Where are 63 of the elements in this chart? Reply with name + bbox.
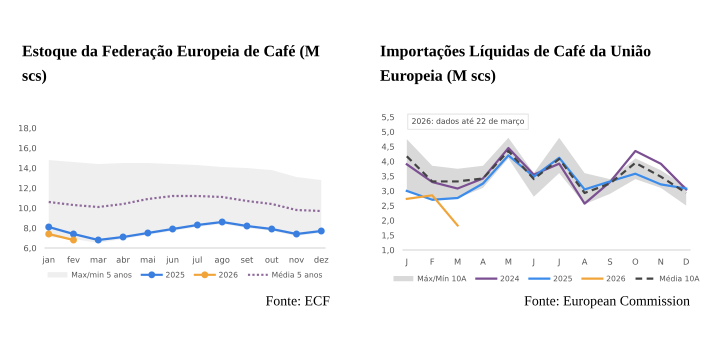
point (94, 236, 102, 244)
point (194, 222, 201, 228)
x-tick-label: jun (166, 256, 178, 264)
y-tick-label: 4,5 (382, 144, 394, 151)
y-tick-label: 12,0 (19, 184, 36, 192)
x-tick-label: set (241, 256, 254, 263)
point (243, 222, 250, 230)
x-tick-label: jul (192, 256, 202, 264)
chart-title: Importações Líquidas de Café da União Europeia (M scs) (380, 45, 650, 84)
x-tick-label: out (265, 256, 278, 263)
x-tick-label: dez (314, 256, 328, 263)
y-tick-label: 18,0 (19, 124, 36, 132)
line-series (406, 146, 688, 205)
y-tick-label: 4,0 (382, 158, 394, 166)
y-tick-label: 1,5 (382, 232, 394, 240)
chart-title: Estoque da Federação Europeia de Café (M scs) (22, 45, 320, 84)
point (218, 218, 226, 226)
y-tick-label: 10,0 (19, 204, 36, 212)
y-tick-label: 2,5 (382, 202, 394, 210)
x-tick-label: N (658, 258, 664, 265)
line-series (406, 150, 688, 194)
point (293, 230, 300, 238)
x-tick-label: J (558, 258, 560, 266)
point (144, 230, 152, 236)
x-tick-label: D (684, 258, 689, 265)
x-tick-label: A (582, 258, 588, 265)
x-tick-label: F (430, 258, 434, 265)
point (169, 226, 176, 232)
line-series (48, 194, 322, 212)
y-tick-label: 5,5 (382, 114, 394, 122)
x-tick-label: mar (90, 258, 107, 263)
y-tick-label: 3,5 (382, 173, 394, 180)
x-tick-label: S (608, 258, 612, 265)
x-tick-label: M (506, 258, 512, 265)
x-tick-label: nov (290, 258, 304, 263)
x-tick-label: mai (140, 256, 155, 263)
y-tick-label: 8,0 (24, 224, 36, 232)
point (70, 236, 77, 244)
point (318, 228, 325, 234)
x-tick-label: J (405, 258, 408, 266)
y-tick-label: 3,0 (382, 188, 394, 196)
x-tick-label: J (532, 258, 534, 266)
x-tick-label: jan (42, 256, 54, 264)
x-tick-label: ago (214, 258, 230, 264)
point (45, 230, 52, 238)
source-note: Fonte: ECF (266, 296, 330, 306)
x-tick-label: M (454, 258, 460, 265)
y-tick-label: 2,0 (382, 217, 394, 225)
x-tick-label: A (480, 258, 486, 265)
y-tick-label: 6,0 (24, 244, 36, 252)
point (268, 226, 276, 232)
point (70, 230, 77, 238)
point (45, 224, 52, 230)
y-tick-label: 14,0 (19, 164, 36, 172)
source-note: Fonte: European Commission (524, 296, 690, 308)
x-tick-label: O (632, 258, 638, 265)
line-series (406, 154, 688, 201)
point (120, 234, 127, 240)
y-tick-label: 5,0 (382, 128, 394, 136)
y-tick-label: 1,0 (382, 246, 394, 254)
y-tick-label: 16,0 (19, 144, 36, 152)
x-tick-label: fev (67, 256, 80, 263)
x-tick-label: abr (116, 256, 130, 263)
